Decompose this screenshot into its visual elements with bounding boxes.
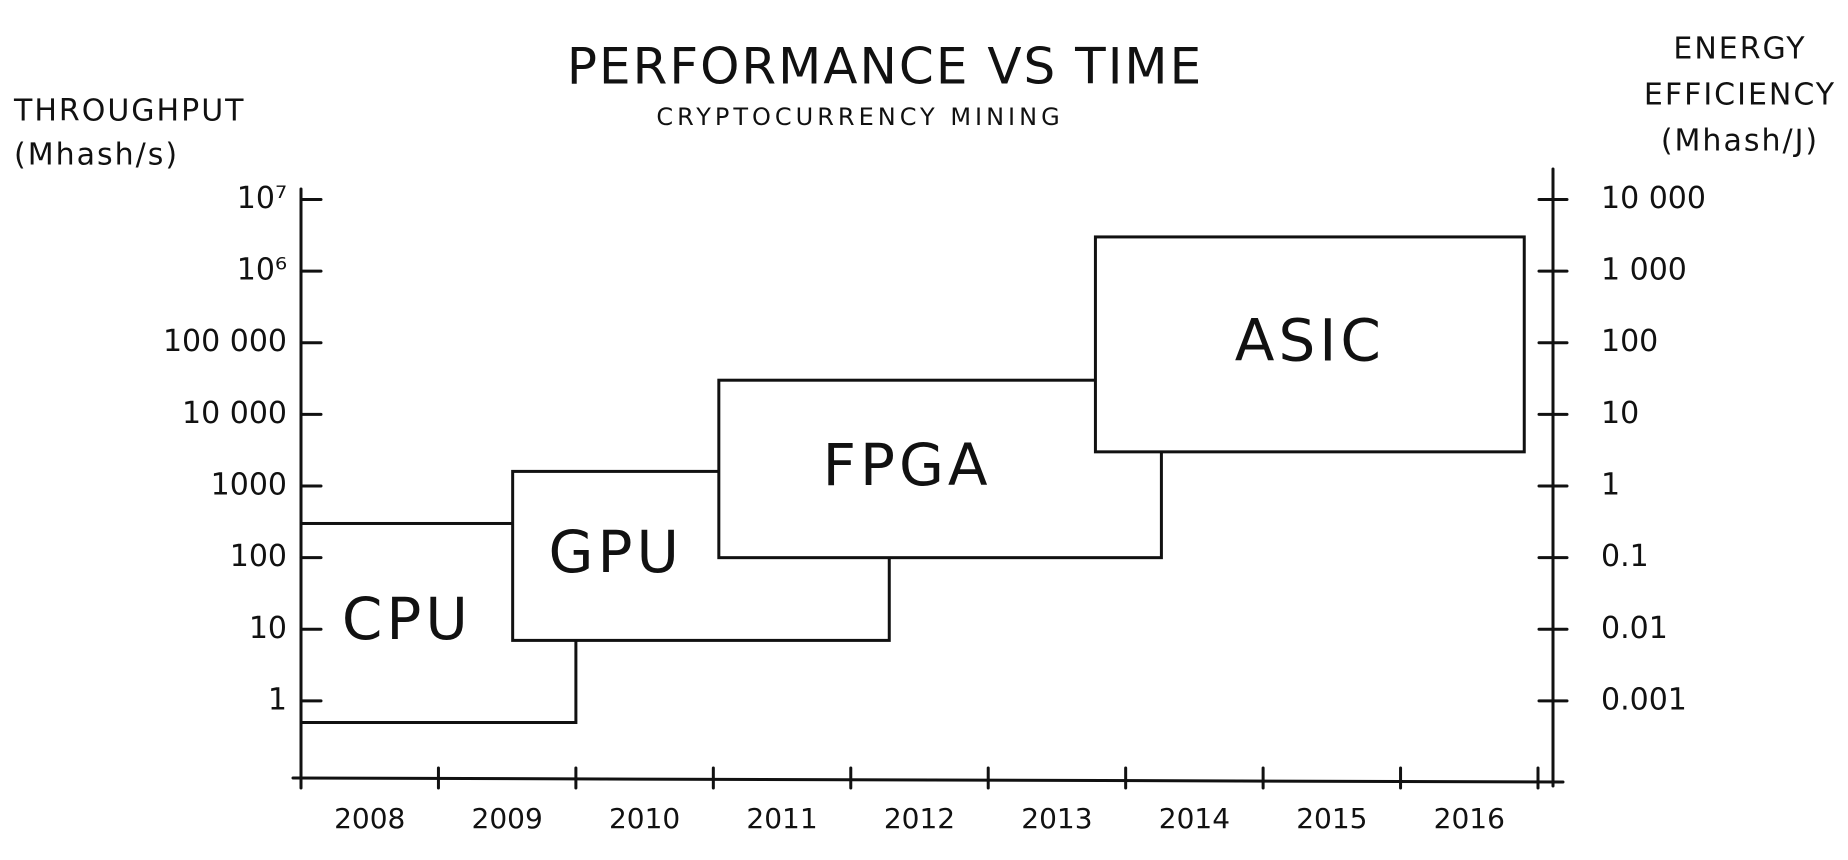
y2-axis-title: (Mhash/J) bbox=[1661, 124, 1819, 159]
y-tick-label: 1000 bbox=[211, 468, 287, 503]
chart-title: PERFORMANCE VS TIME bbox=[567, 38, 1203, 96]
y-tick-label: 10 bbox=[249, 611, 287, 646]
box-label: FPGA bbox=[823, 431, 992, 499]
x-tick-label: 2014 bbox=[1159, 802, 1230, 835]
y2-tick-label: 10 bbox=[1601, 396, 1639, 431]
x-tick-label: 2008 bbox=[334, 802, 405, 835]
y-axis-title: THROUGHPUT bbox=[13, 94, 245, 129]
y2-tick-label: 0.01 bbox=[1601, 611, 1668, 646]
y2-tick-label: 100 bbox=[1601, 324, 1658, 359]
x-tick-label: 2010 bbox=[609, 802, 680, 835]
chart-subtitle: CRYPTOCURRENCY MINING bbox=[656, 103, 1063, 131]
x-tick-label: 2015 bbox=[1296, 802, 1367, 835]
range-box bbox=[717, 378, 1163, 560]
y-axis-title: (Mhash/s) bbox=[14, 138, 179, 173]
x-tick-label: 2011 bbox=[746, 802, 817, 835]
box-label: GPU bbox=[549, 518, 683, 586]
y-tick-label: 1 bbox=[268, 682, 287, 717]
y-tick-label: 10 000 bbox=[182, 396, 287, 431]
x-tick-label: 2009 bbox=[472, 802, 543, 835]
x-tick-label: 2016 bbox=[1434, 802, 1505, 835]
x-tick-label: 2012 bbox=[884, 802, 955, 835]
y2-tick-label: 1 bbox=[1601, 468, 1620, 503]
y2-axis-title: EFFICIENCY bbox=[1644, 78, 1836, 113]
y2-tick-label: 1 000 bbox=[1601, 253, 1687, 288]
y-tick-label: 100 000 bbox=[163, 324, 287, 359]
y2-axis-title: ENERGY bbox=[1673, 32, 1806, 67]
y-tick-label: 100 bbox=[230, 539, 287, 574]
y2-tick-label: 10 000 bbox=[1601, 181, 1706, 216]
x-axis bbox=[291, 776, 1565, 784]
box-label: CPU bbox=[342, 585, 472, 653]
y-tick-label: 10⁷ bbox=[237, 181, 287, 216]
range-box bbox=[1093, 235, 1526, 454]
y-tick-label: 10⁶ bbox=[237, 253, 287, 288]
x-tick-label: 2013 bbox=[1021, 802, 1092, 835]
y2-tick-label: 0.001 bbox=[1601, 682, 1687, 717]
y2-tick-label: 0.1 bbox=[1601, 539, 1649, 574]
box-label: ASIC bbox=[1235, 306, 1385, 374]
